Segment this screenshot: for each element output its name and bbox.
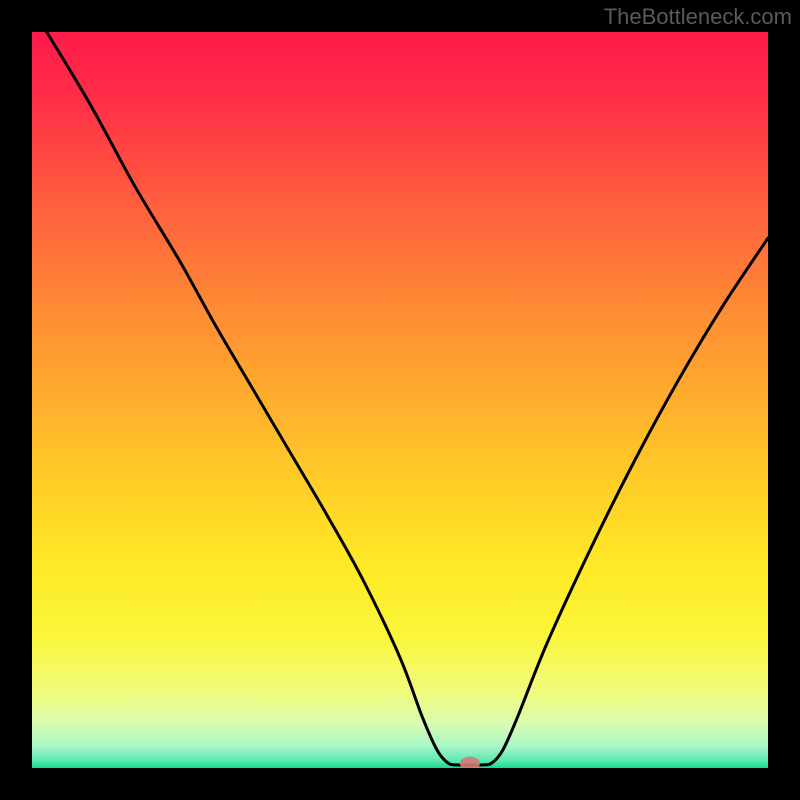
- optimal-marker: [460, 757, 480, 768]
- watermark-text: TheBottleneck.com: [604, 4, 792, 30]
- curve-layer: [32, 32, 768, 768]
- bottleneck-curve: [47, 32, 768, 765]
- plot-area: [32, 32, 768, 768]
